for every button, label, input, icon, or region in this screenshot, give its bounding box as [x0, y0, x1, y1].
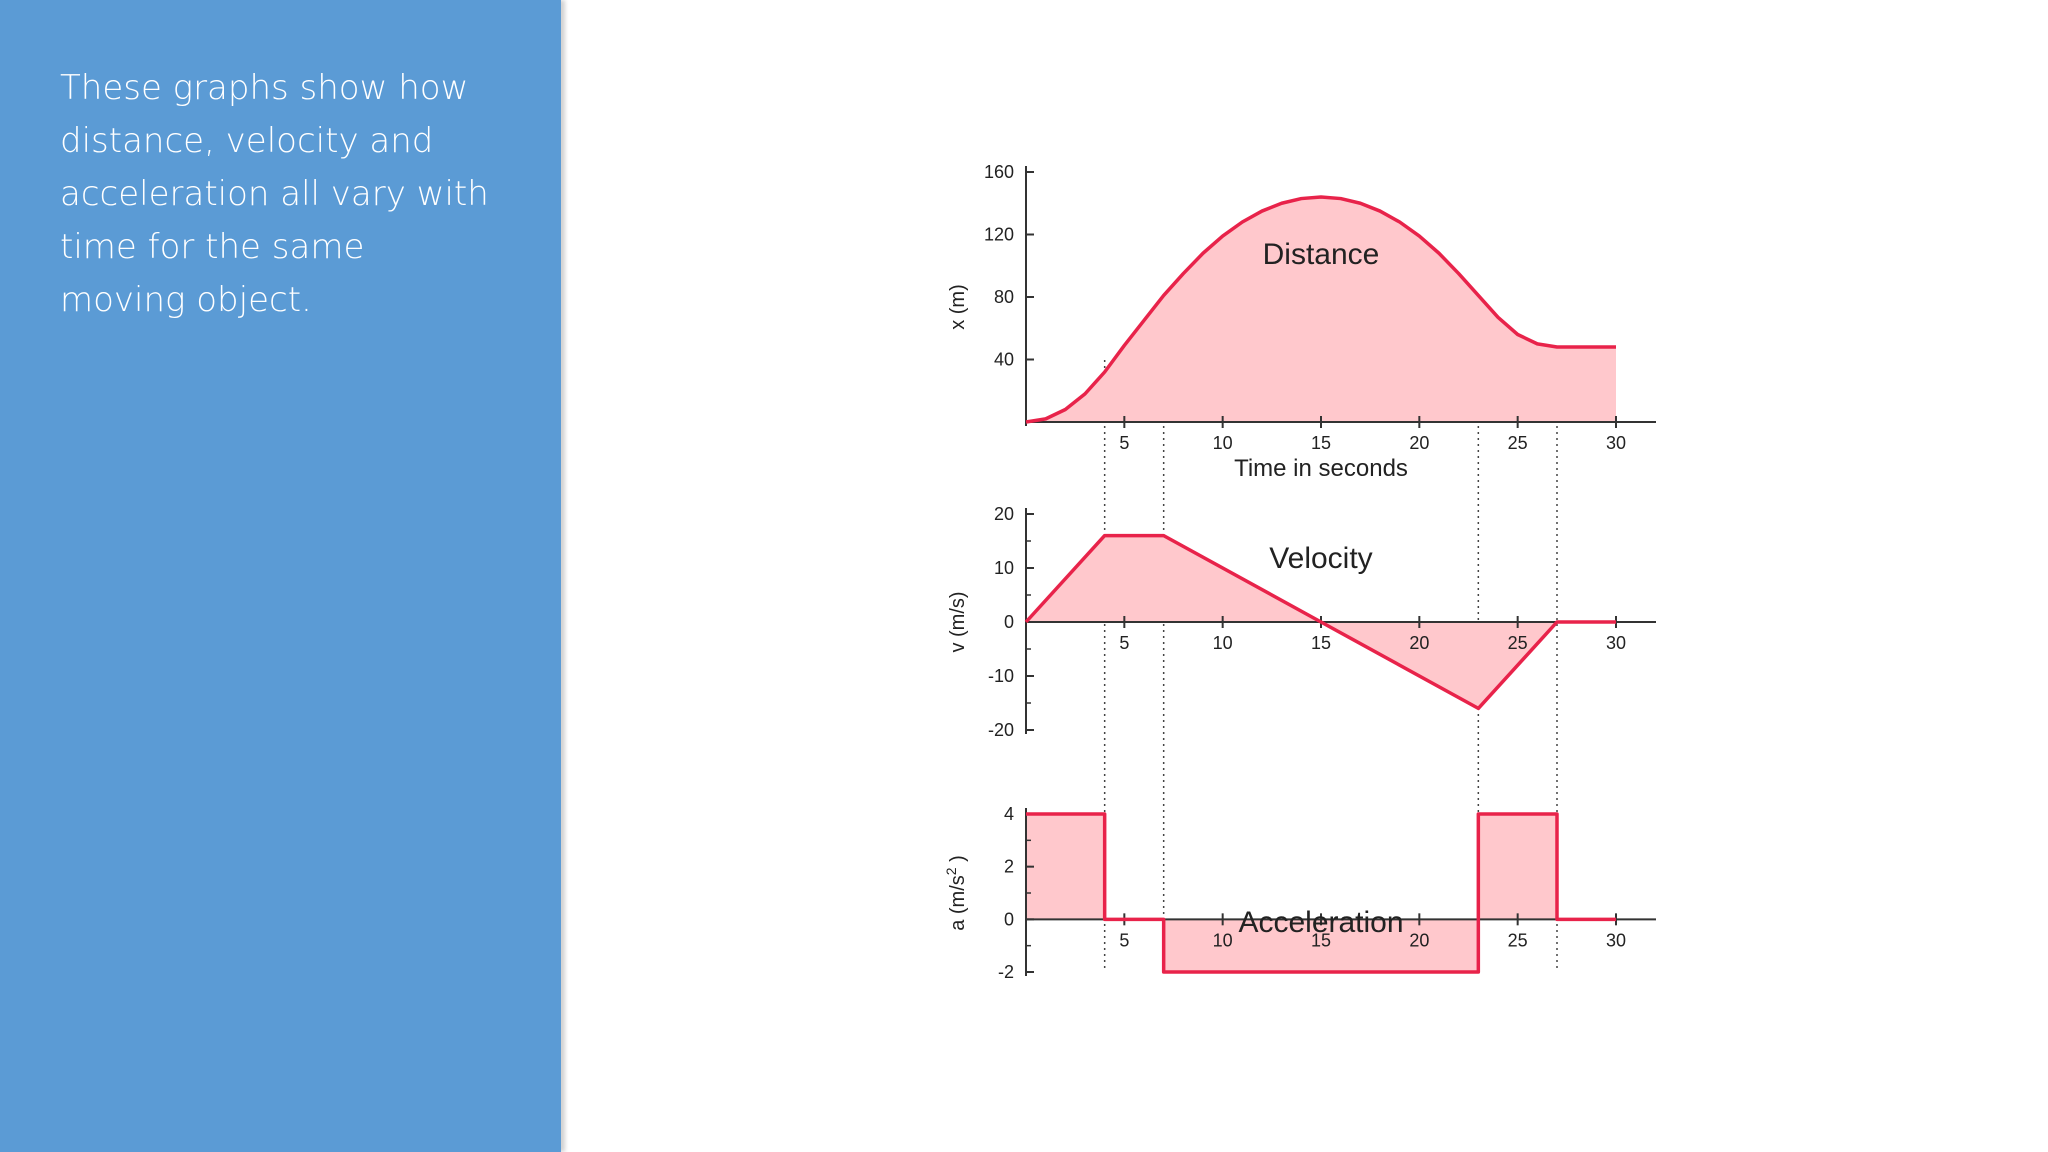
- y-tick-label: 20: [994, 504, 1014, 524]
- y-tick-label: -20: [988, 720, 1014, 740]
- y-tick-label: 2: [1004, 857, 1014, 877]
- series-line-1: [1024, 533, 1616, 711]
- x-tick-label: 5: [1119, 633, 1129, 653]
- x-tick-label: 30: [1606, 633, 1626, 653]
- y-tick-label: 4: [1004, 804, 1014, 824]
- x-tick-label: 10: [1213, 633, 1233, 653]
- y-tick-label: 120: [984, 225, 1014, 245]
- series-line-0: [1025, 195, 1616, 424]
- caption-text: These graphs show how distance, velocity…: [60, 68, 489, 320]
- panel-title-2: Acceleration: [1238, 906, 1403, 939]
- x-tick-label: 20: [1409, 633, 1429, 653]
- x-tick-label: 15: [1311, 633, 1331, 653]
- x-tick-label: 15: [1311, 433, 1331, 453]
- panel-title-1: Velocity: [1269, 542, 1372, 575]
- panel-title-0: Distance: [1263, 238, 1380, 271]
- y-tick-label: 0: [1004, 612, 1014, 632]
- y-tick-label: -2: [998, 962, 1014, 982]
- y-axis-label-2: a (m/s2 ): [943, 855, 969, 931]
- y-tick-label: 160: [984, 162, 1014, 182]
- x-tick-label: 15: [1311, 930, 1331, 950]
- x-tick-label: 25: [1508, 633, 1528, 653]
- x-tick-label: 25: [1508, 930, 1528, 950]
- y-tick-label: 40: [994, 350, 1014, 370]
- x-tick-label: 10: [1213, 433, 1233, 453]
- x-tick-label: 5: [1119, 930, 1129, 950]
- sidebar-panel: These graphs show how distance, velocity…: [0, 0, 561, 1152]
- y-tick-label: 10: [994, 558, 1014, 578]
- area-fill-2: [1026, 814, 1616, 972]
- x-tick-label: 30: [1606, 433, 1626, 453]
- y-axis-label-1: v (m/s): [947, 591, 969, 652]
- x-tick-label: 25: [1508, 433, 1528, 453]
- y-tick-label: 0: [1004, 909, 1014, 929]
- x-tick-label: 20: [1409, 433, 1429, 453]
- x-tick-label: 30: [1606, 930, 1626, 950]
- x-tick-label: 5: [1119, 433, 1129, 453]
- x-tick-label: 10: [1213, 930, 1233, 950]
- x-axis-label: Time in seconds: [1234, 455, 1408, 482]
- y-tick-label: 80: [994, 287, 1014, 307]
- y-tick-label: -10: [988, 666, 1014, 686]
- x-tick-label: 20: [1409, 930, 1429, 950]
- motion-graphs-figure: 40 80 120 160 5 10 15 20 25 30 Distance x (m) 20 10 0-…: [940, 150, 1700, 1010]
- y-axis-label-0: x (m): [947, 284, 969, 330]
- series-line-2: [1026, 812, 1616, 974]
- area-fill-0: [1026, 197, 1616, 422]
